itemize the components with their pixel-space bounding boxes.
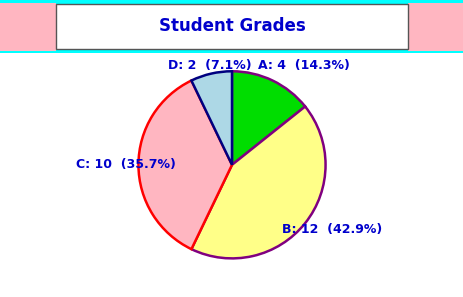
Text: B: 12  (42.9%): B: 12 (42.9%) — [281, 223, 381, 236]
Text: D: 2  (7.1%): D: 2 (7.1%) — [167, 59, 251, 72]
Wedge shape — [138, 80, 232, 249]
Bar — [0, 3, 56, 51]
Wedge shape — [191, 71, 232, 165]
FancyBboxPatch shape — [56, 4, 407, 49]
Bar — [407, 3, 463, 51]
Text: Student Grades: Student Grades — [158, 17, 305, 35]
Text: C: 10  (35.7%): C: 10 (35.7%) — [76, 158, 175, 171]
Text: A: 4  (14.3%): A: 4 (14.3%) — [258, 59, 350, 72]
Wedge shape — [232, 71, 305, 165]
Wedge shape — [191, 107, 325, 258]
